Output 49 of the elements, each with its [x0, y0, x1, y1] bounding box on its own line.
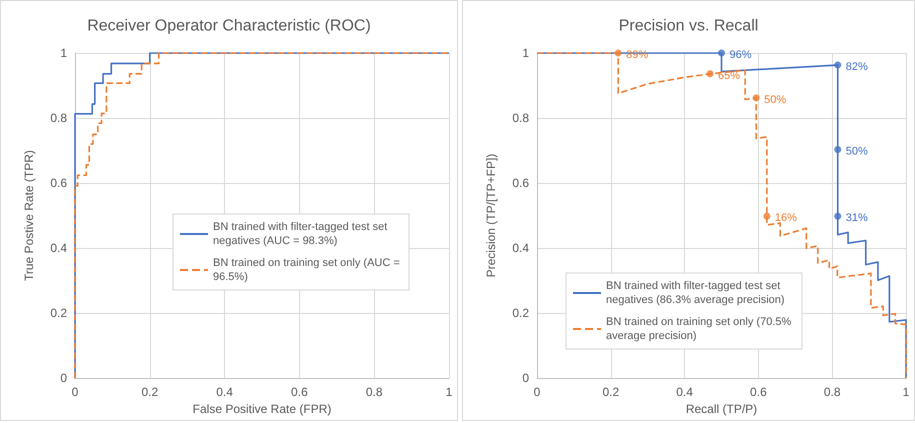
- y-tick-label: 0.4: [512, 241, 530, 256]
- x-tick-label: 1: [902, 385, 910, 400]
- chart-title: Precision vs. Recall: [618, 18, 758, 34]
- line-series: [74, 52, 450, 379]
- annotation: 82%: [846, 61, 868, 74]
- y-tick-label: 0.8: [512, 111, 530, 126]
- x-tick-label: 0: [534, 385, 541, 400]
- y-tick-label: 0.2: [512, 306, 530, 320]
- point: [614, 50, 622, 56]
- y-tick-label: 0.2: [50, 306, 68, 320]
- x-tick-label: 0: [72, 385, 79, 400]
- y-tick-label: 0.4: [50, 241, 68, 256]
- y-axis-title: True Postive Rate (TPR): [22, 150, 36, 282]
- x-axis-title: False Positive Rate (FPR): [192, 402, 332, 416]
- y-tick-label: 1: [60, 46, 68, 60]
- x-tick-label: 0.6: [291, 385, 308, 400]
- y-tick-label: 0: [522, 371, 530, 386]
- x-tick-label: 0.6: [750, 385, 768, 400]
- annotation: 50%: [846, 146, 868, 158]
- legend-label: BN trained on training set only (70.5% average precision): [606, 316, 794, 342]
- y-axis-title: Precision (TP/[TP+FP]): [484, 154, 498, 278]
- point: [706, 70, 714, 78]
- x-tick-label: 0.8: [824, 385, 841, 400]
- legend-label: BN trained on training set only (AUC = 96.5%): [213, 257, 403, 283]
- y-tick-label: 0.8: [50, 111, 68, 126]
- y-tick-label: 0.6: [50, 176, 68, 190]
- y-tick-label: 1: [522, 46, 530, 60]
- y-tick-label: 0.6: [512, 176, 530, 190]
- point: [834, 62, 842, 69]
- point: [718, 50, 725, 56]
- point: [834, 146, 842, 154]
- annotation: 96%: [730, 49, 752, 61]
- x-tick-label: 0.2: [602, 385, 620, 400]
- point: [834, 212, 842, 220]
- annotation: 50%: [764, 94, 786, 106]
- chart-title: Receiver Operator Characteristic (ROC): [87, 18, 371, 34]
- legend-label: BN trained with filter-tagged test set negatives (AUC = 98.3%): [213, 221, 390, 247]
- point: [763, 212, 770, 220]
- annotation: 31%: [846, 212, 868, 224]
- point: [752, 94, 760, 102]
- x-tick-label: 0.4: [216, 385, 234, 400]
- legend-label: BN trained with filter-tagged test set negatives (86.3% average precision): [606, 280, 785, 306]
- x-tick-label: 0.4: [676, 385, 694, 400]
- x-tick-label: 0.8: [366, 385, 383, 400]
- x-tick-label: 0.2: [141, 385, 158, 400]
- y-tick-label: 0: [60, 371, 68, 386]
- annotation: 16%: [774, 212, 798, 224]
- x-axis-title: Recall (TP/P): [686, 402, 758, 416]
- x-tick-label: 1: [446, 385, 453, 400]
